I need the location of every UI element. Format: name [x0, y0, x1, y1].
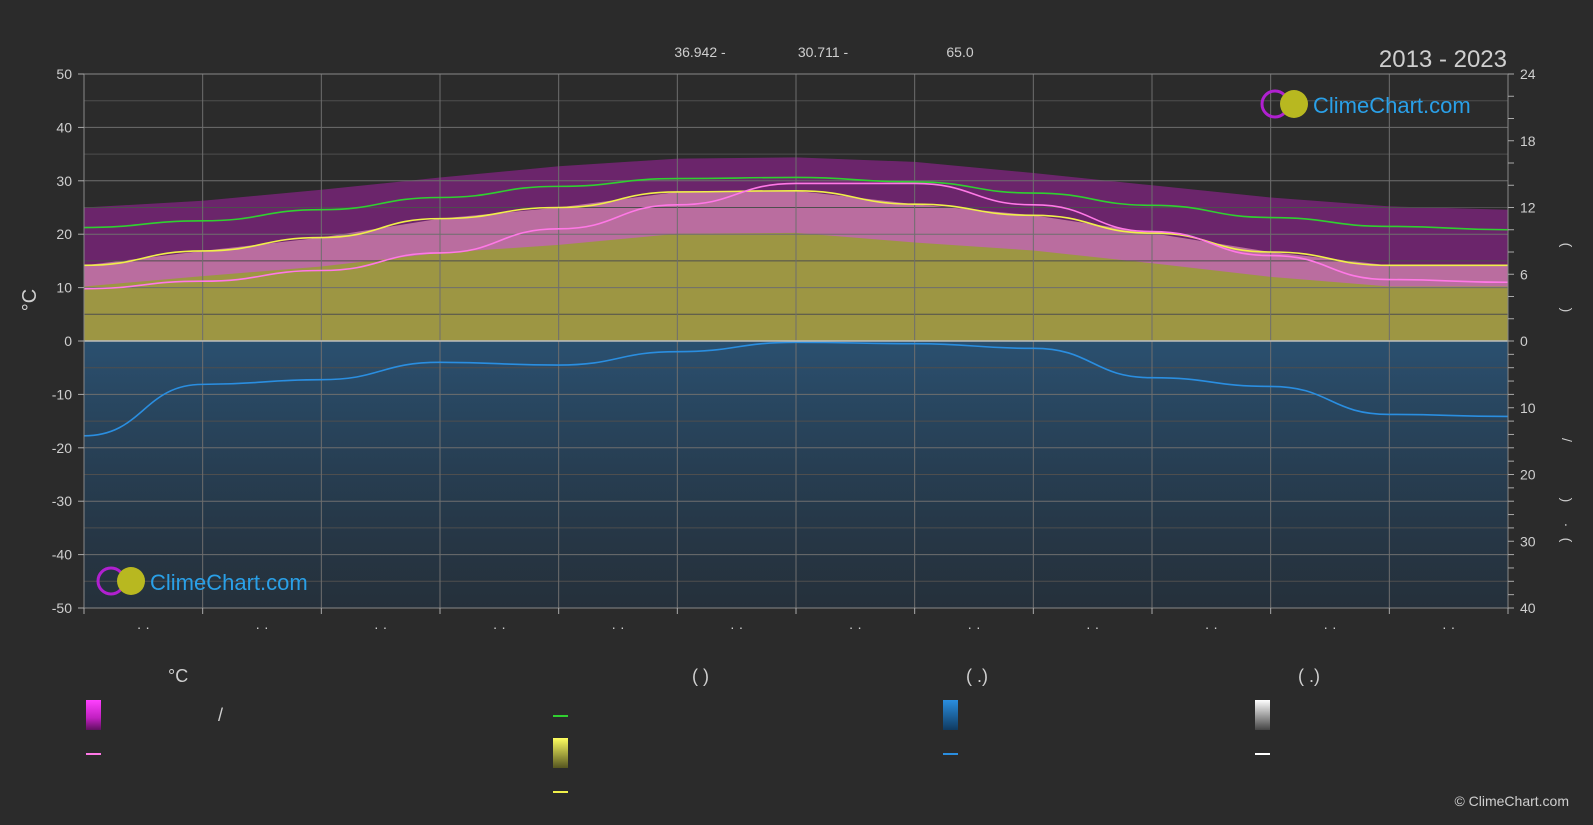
series-lines — [83, 176, 1509, 437]
left-tick-label: 50 — [56, 66, 72, 82]
right-axis-glyph: ( — [1559, 538, 1575, 543]
legend-precip-fill-swatch — [943, 700, 958, 730]
legend-temp-range-swatch — [86, 700, 101, 730]
right-axis-glyph: ) — [1559, 308, 1575, 313]
x-tick-label: · · — [1086, 619, 1099, 635]
x-tick-label: · · — [849, 619, 862, 635]
right-axis-glyph: ) — [1559, 498, 1575, 503]
header-value-3: 65.0 — [946, 44, 973, 60]
legend-sunshine-fill-swatch — [553, 738, 568, 768]
legend-temp-range-sep: / — [218, 705, 223, 725]
x-axis: · · · · · · · · · · · · · · · · · · · · · · · · — [83, 608, 1509, 635]
right-axis: 24 18 12 6 0 10 20 30 40 — [1508, 66, 1536, 616]
left-tick-label: 0 — [64, 333, 72, 349]
left-tick-label: -20 — [52, 440, 72, 456]
period-label: 2013 - 2023 — [1379, 46, 1507, 73]
x-tick-label: · · — [255, 619, 268, 635]
x-tick-label: · · — [1323, 619, 1336, 635]
brand-text: ClimeChart.com — [150, 570, 308, 595]
header-value-2: 30.711 - — [798, 44, 849, 60]
chart-header: 36.942 - 30.711 - 65.0 2013 - 2023 — [674, 44, 1507, 73]
left-tick-label: 20 — [56, 226, 72, 242]
brand-logo-top: ClimeChart.com — [1260, 89, 1471, 119]
legend-col2-header: ( ) — [692, 666, 709, 686]
legend: °C ( ) ( .) ( .) / — [86, 666, 1320, 793]
header-value-1: 36.942 - — [674, 44, 726, 60]
left-tick-label: -30 — [52, 493, 72, 509]
x-tick-label: · · — [1205, 619, 1218, 635]
series-line-precipitation — [83, 341, 1509, 437]
right-bottom-tick-label: 40 — [1520, 600, 1536, 616]
right-top-tick-label: 0 — [1520, 333, 1528, 349]
series-line-daylight_hours — [83, 176, 1509, 231]
x-tick-label: · · — [493, 619, 506, 635]
plot-area — [83, 73, 1509, 609]
left-axis: °C 50 40 30 20 10 0 -10 -20 -30 -40 -50 — [19, 66, 84, 616]
right-axis-glyph: · — [1559, 523, 1575, 528]
legend-col1-header: °C — [168, 666, 188, 686]
right-axis-glyph: ( — [1559, 243, 1575, 248]
right-bottom-tick-label: 20 — [1520, 467, 1536, 483]
right-top-tick-label: 18 — [1520, 133, 1536, 149]
left-tick-label: 40 — [56, 119, 72, 135]
brand-text: ClimeChart.com — [1313, 93, 1471, 118]
x-tick-label: · · — [374, 619, 387, 635]
right-top-tick-label: 12 — [1520, 200, 1536, 216]
right-top-tick-label: 6 — [1520, 266, 1528, 282]
left-tick-label: 10 — [56, 280, 72, 296]
x-tick-label: · · — [1442, 619, 1455, 635]
logo-sun-icon — [117, 567, 145, 595]
right-bottom-tick-label: 10 — [1520, 400, 1536, 416]
x-tick-label: · · — [967, 619, 980, 635]
right-axis-glyphs: () /) · ( — [1559, 243, 1575, 543]
x-tick-label: · · — [611, 619, 624, 635]
legend-col3-header: ( .) — [966, 666, 988, 686]
legend-col4-header: ( .) — [1298, 666, 1320, 686]
logo-sun-icon — [1280, 90, 1308, 118]
right-axis-glyph: / — [1559, 438, 1575, 442]
left-tick-label: 30 — [56, 173, 72, 189]
left-axis-label: °C — [19, 289, 41, 311]
right-bottom-tick-label: 30 — [1520, 533, 1536, 549]
left-tick-label: -10 — [52, 386, 72, 402]
copyright: © ClimeChart.com — [1454, 793, 1569, 809]
right-top-tick-label: 24 — [1520, 66, 1536, 82]
left-tick-label: -40 — [52, 547, 72, 563]
x-tick-label: · · — [137, 619, 150, 635]
legend-snow-fill-swatch — [1255, 700, 1270, 730]
x-tick-label: · · — [730, 619, 743, 635]
left-tick-label: -50 — [52, 600, 72, 616]
brand-logo-bottom: ClimeChart.com — [96, 566, 308, 596]
